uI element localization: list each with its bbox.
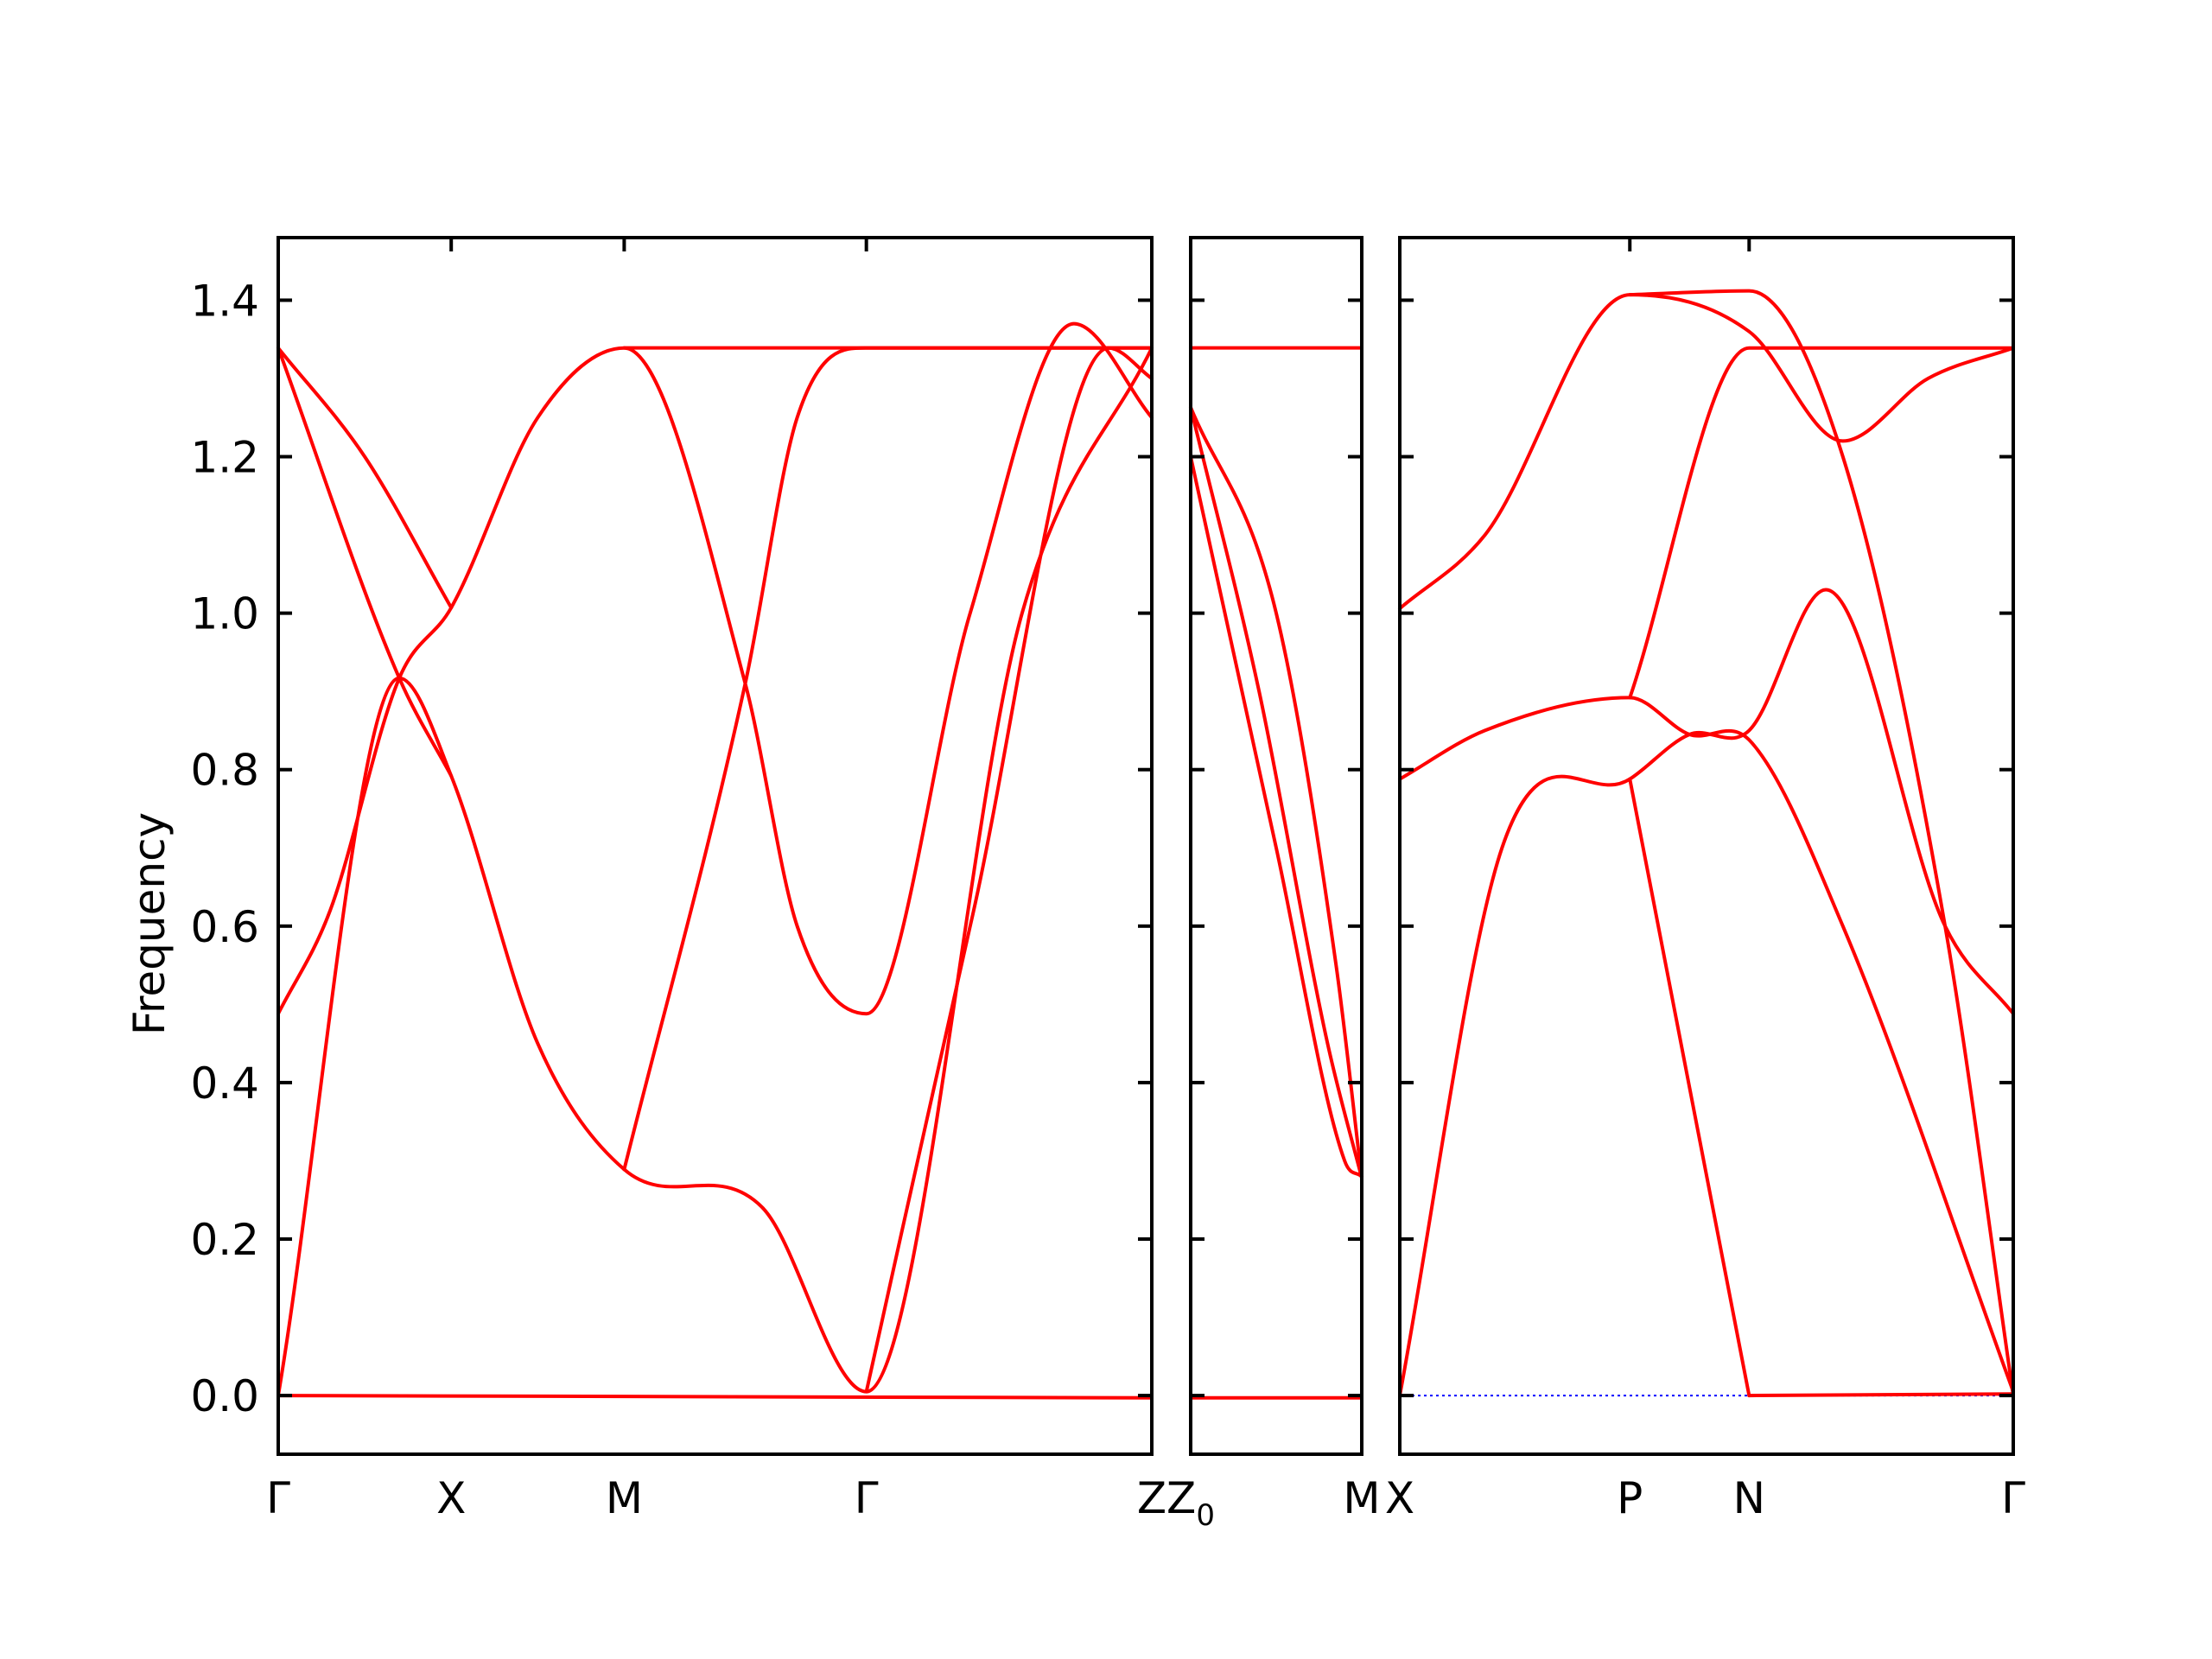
band-line: [1398, 696, 2015, 1394]
band-line: [276, 1394, 1154, 1400]
band-line: [622, 346, 1154, 1172]
k-point-label: Γ: [266, 1473, 290, 1523]
band-line: [1628, 777, 1751, 1398]
k-point-label: Z0: [1166, 1473, 1215, 1533]
band-line: [1747, 1392, 2015, 1398]
k-point-subscript: 0: [1196, 1498, 1215, 1533]
band-line: [276, 346, 1154, 1398]
panel-2: Z0 M: [1166, 236, 1381, 1533]
k-point-label: Z: [1137, 1473, 1166, 1523]
y-axis-label: Frequency: [124, 812, 175, 1035]
k-point-label: Γ: [2001, 1473, 2025, 1523]
y-tick-label: 0.0: [190, 1371, 259, 1421]
y-tick-label: 0.4: [190, 1058, 259, 1109]
k-point-label: P: [1617, 1473, 1643, 1523]
y-tick-label: 0.6: [190, 902, 259, 952]
k-point-label: N: [1733, 1473, 1765, 1523]
panel-frame: [276, 236, 1154, 1456]
band-line: [1628, 289, 2015, 1398]
band-line: [1398, 588, 2015, 1398]
k-point-label: X: [1385, 1473, 1414, 1523]
band-line: [1189, 405, 1363, 1180]
k-point-label: M: [606, 1473, 643, 1523]
band-line: [1628, 346, 2015, 700]
panel-frame: [1189, 236, 1363, 1456]
y-tick-label: 1.0: [190, 589, 259, 639]
y-tick-labels: 0.0 0.2 0.4 0.6 0.8 1.0 1.2 1.4: [190, 276, 259, 1421]
y-tick-label: 1.4: [190, 276, 259, 326]
band-line: [1189, 405, 1363, 1180]
band-line: [276, 346, 454, 778]
band-line: [1189, 454, 1363, 1179]
panel-frame: [1398, 236, 2015, 1456]
band-line: [864, 346, 1154, 1394]
k-point-label: Γ: [855, 1473, 879, 1523]
panels: Γ X M Γ Z Z0 M X P N Γ0.00.20.40.60.81.01.21.4: [190, 236, 2025, 1533]
k-point-label: X: [436, 1473, 466, 1523]
y-tick-label: 0.8: [190, 746, 259, 796]
band-line: [276, 346, 454, 610]
y-tick-label: 0.2: [190, 1215, 259, 1265]
y-tick-label: 1.2: [190, 433, 259, 483]
k-point-label: M: [1343, 1473, 1380, 1523]
band-line: [1398, 293, 2015, 611]
